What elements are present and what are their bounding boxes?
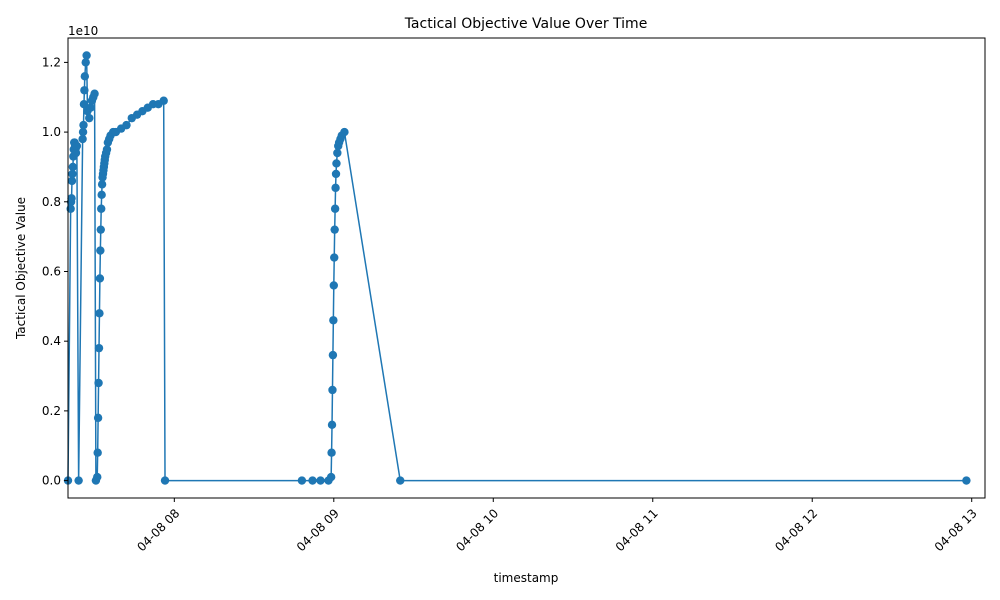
data-point <box>68 169 77 179</box>
data-point <box>331 169 341 179</box>
y-tick-label: 0.4 <box>42 334 61 348</box>
y-tick-label: 1.2 <box>42 55 61 69</box>
data-point <box>330 225 339 234</box>
y-offset-label: 1e10 <box>68 24 98 38</box>
data-point <box>90 89 99 98</box>
y-tick-label: 0.2 <box>42 404 61 418</box>
data-point <box>95 309 104 318</box>
data-point <box>66 204 75 213</box>
data-point <box>160 476 170 485</box>
data-point <box>329 281 338 290</box>
chart-title: Tactical Objective Value Over Time <box>404 16 648 32</box>
data-point <box>297 476 307 485</box>
y-tick-label: 0.8 <box>42 195 61 209</box>
data-point <box>329 316 338 325</box>
data-point <box>96 246 105 255</box>
data-point <box>79 100 89 109</box>
axes-frame <box>67 37 986 499</box>
plot-area <box>63 37 986 499</box>
data-point <box>86 103 95 112</box>
data-point <box>68 162 78 172</box>
data-point <box>80 86 89 95</box>
data-point <box>327 420 337 430</box>
data-point <box>81 58 90 67</box>
data-point <box>122 120 131 130</box>
data-point <box>330 204 340 213</box>
data-point <box>328 350 338 360</box>
data-point <box>96 225 105 234</box>
data-point <box>308 476 317 485</box>
data-point <box>80 72 90 81</box>
data-point <box>962 476 971 485</box>
data-point <box>93 472 102 482</box>
data-point <box>85 113 94 123</box>
data-point <box>78 127 88 137</box>
data-point <box>71 148 81 158</box>
data-point <box>78 134 87 144</box>
data-point <box>72 141 82 151</box>
y-tick-label: 1.0 <box>42 125 61 139</box>
y-tick-label: 0.0 <box>42 474 61 488</box>
data-point <box>340 127 349 137</box>
data-point <box>102 145 112 154</box>
data-point <box>316 476 325 485</box>
data-point <box>333 148 342 158</box>
data-point <box>94 378 103 388</box>
data-point <box>97 180 107 189</box>
data-point <box>97 204 106 213</box>
data-point <box>332 159 341 168</box>
data-point <box>331 183 340 193</box>
x-axis-label: timestamp <box>494 571 559 585</box>
data-point <box>67 176 77 186</box>
data-point <box>93 413 103 423</box>
series-group <box>63 51 971 485</box>
data-point <box>95 274 105 283</box>
data-point <box>159 96 168 105</box>
data-point <box>328 385 337 395</box>
data-point <box>67 194 76 203</box>
y-axis: 0.0 0.2 0.4 0.6 0.8 1.0 1.2 <box>42 55 68 488</box>
data-point <box>94 343 104 353</box>
data-point <box>79 120 88 130</box>
data-point <box>74 476 83 485</box>
y-tick-label: 0.6 <box>42 264 61 278</box>
data-point <box>82 51 91 60</box>
y-axis-label: Tactical Objective Value <box>14 197 28 340</box>
data-point <box>326 472 336 482</box>
data-point <box>396 476 405 485</box>
data-point <box>330 253 339 262</box>
data-point <box>327 448 336 457</box>
data-point <box>93 448 102 457</box>
data-point <box>97 190 106 200</box>
